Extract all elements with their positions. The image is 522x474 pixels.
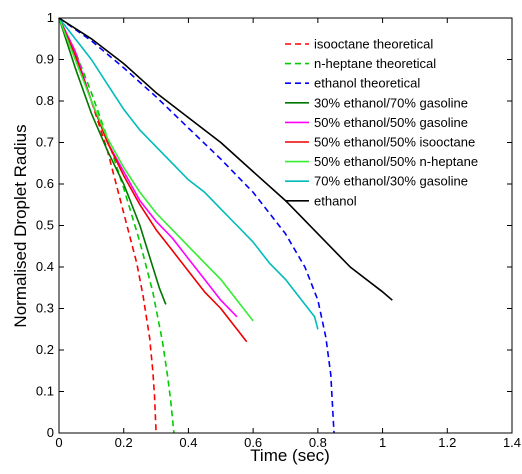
y-axis-title: Normalised Droplet Radius (11, 124, 30, 327)
legend-label: ethanol theoretical (314, 76, 420, 91)
legend-label: 50% ethanol/50% isooctane (314, 135, 475, 150)
series-layer (58, 17, 393, 434)
x-tick-label: 0.8 (309, 435, 327, 450)
y-tick-label: 0.2 (36, 342, 54, 357)
y-tick-label: 1 (47, 10, 54, 25)
series-line-1 (58, 17, 175, 434)
y-tick-label: 0.7 (36, 135, 54, 150)
legend-label: 50% ethanol/50% n-heptane (314, 154, 478, 169)
legend: isooctane theoretical n-heptane theoretic… (285, 37, 478, 208)
y-tick-label: 0.8 (36, 93, 54, 108)
legend-label: n-heptane theoretical (314, 56, 436, 71)
legend-label: ethanol (314, 193, 357, 208)
series-line-6 (58, 17, 254, 322)
series-line-7 (58, 17, 319, 330)
series-line-3 (58, 17, 167, 305)
x-axis-title: Time (sec) (250, 446, 330, 465)
series-line-4 (58, 17, 238, 318)
series-line-8 (58, 17, 393, 301)
y-tick-label: 0.9 (36, 52, 54, 67)
x-tick-label: 0.6 (244, 435, 262, 450)
y-tick-label: 0.4 (36, 259, 54, 274)
y-tick-label: 0.1 (36, 384, 54, 399)
y-tick-label: 0.5 (36, 218, 54, 233)
ticks-layer: 0 0.2 0.4 0.6 0.8 1 1.2 1.4 0 0.1 0.2 0.3 0.4 0.5 0.6 0… (36, 10, 521, 450)
y-tick-label: 0.3 (36, 301, 54, 316)
legend-label: 70% ethanol/30% gasoline (314, 174, 468, 189)
x-tick-label: 0.4 (179, 435, 197, 450)
y-tick-label: 0.6 (36, 176, 54, 191)
legend-label: 50% ethanol/50% gasoline (314, 115, 468, 130)
x-tick-label: 0.2 (115, 435, 133, 450)
x-tick-label: 1 (379, 435, 386, 450)
x-tick-label: 1.4 (503, 435, 521, 450)
x-tick-label: 1.2 (438, 435, 456, 450)
legend-label: 30% ethanol/70% gasoline (314, 95, 468, 110)
x-tick-label: 0 (55, 435, 62, 450)
plot-frame (58, 17, 513, 434)
y-tick-label: 0 (47, 425, 54, 440)
series-line-2 (58, 17, 335, 434)
legend-label: isooctane theoretical (314, 37, 433, 52)
